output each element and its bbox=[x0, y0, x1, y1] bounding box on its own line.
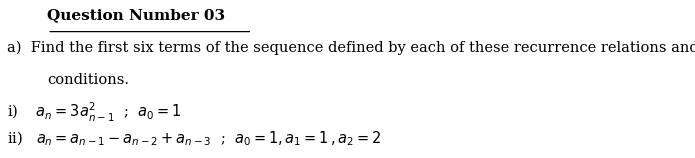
Text: Question Number 03: Question Number 03 bbox=[47, 8, 225, 22]
Text: ii)   $a_n = a_{n-1} - a_{n-2} + a_{n-3}$  ;  $a_0 = 1, a_1 = 1\,, a_2 = 2$: ii) $a_n = a_{n-1} - a_{n-2} + a_{n-3}$ … bbox=[7, 130, 382, 148]
Text: a)  Find the first six terms of the sequence defined by each of these recurrence: a) Find the first six terms of the seque… bbox=[7, 41, 695, 55]
Text: conditions.: conditions. bbox=[47, 73, 129, 87]
Text: i)    $a_n = 3a^2_{n-1}$  ;  $a_0 = 1$: i) $a_n = 3a^2_{n-1}$ ; $a_0 = 1$ bbox=[7, 101, 181, 124]
